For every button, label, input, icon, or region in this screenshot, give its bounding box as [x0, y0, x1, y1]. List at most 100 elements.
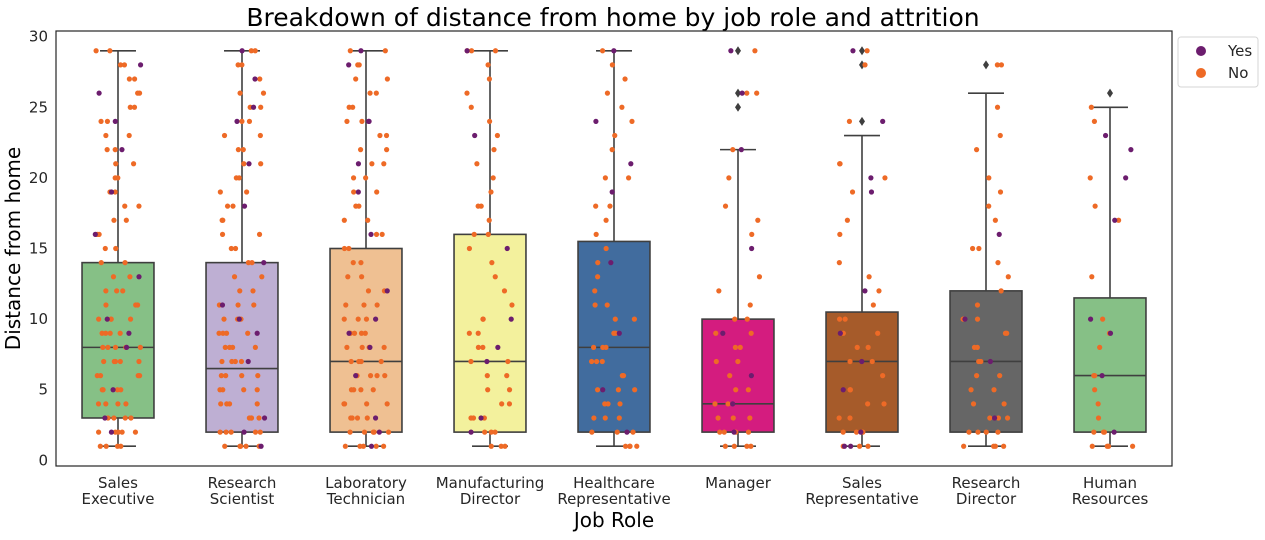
strip-point	[600, 387, 606, 393]
strip-point	[850, 48, 856, 54]
strip-point	[622, 76, 628, 82]
strip-point	[604, 90, 611, 96]
strip-point	[112, 147, 118, 153]
strip-point	[1004, 330, 1010, 336]
strip-point	[1112, 217, 1118, 223]
strip-point	[994, 104, 1001, 110]
strip-point	[615, 387, 622, 393]
strip-point	[358, 48, 364, 54]
strip-point	[844, 217, 850, 223]
strip-point	[361, 429, 368, 435]
strip-point	[595, 260, 601, 266]
strip-point	[359, 118, 365, 124]
outlier-point	[735, 102, 741, 112]
strip-point	[232, 358, 238, 365]
strip-point	[846, 118, 853, 124]
strip-point	[237, 288, 243, 294]
strip-point	[996, 231, 1002, 237]
strip-point	[235, 302, 241, 308]
strip-point	[257, 429, 263, 435]
strip-point	[617, 401, 623, 407]
outlier-point	[859, 116, 865, 126]
strip-point	[107, 330, 113, 336]
strip-point	[365, 217, 371, 223]
strip-point	[373, 231, 380, 237]
legend-label: Yes	[1227, 42, 1252, 60]
outlier-point	[1107, 88, 1113, 98]
strip-point	[619, 104, 625, 110]
strip-point	[593, 118, 599, 124]
strip-point	[859, 358, 865, 365]
strip-point	[351, 330, 358, 336]
strip-point	[471, 231, 477, 237]
strip-point	[468, 429, 474, 435]
box-group-9	[1073, 88, 1147, 449]
strip-point	[258, 161, 264, 167]
strip-point	[220, 330, 226, 336]
strip-point	[222, 344, 228, 350]
strip-point	[128, 415, 134, 421]
strip-point	[108, 189, 115, 195]
strip-point	[230, 203, 236, 209]
strip-point	[221, 316, 227, 322]
x-tick-label-line: Representative	[805, 490, 918, 508]
strip-point	[492, 274, 498, 280]
strip-point	[731, 443, 737, 449]
strip-point	[350, 260, 356, 266]
strip-point	[104, 118, 111, 124]
strip-point	[358, 330, 365, 336]
x-tick-label-line: Sales	[98, 474, 138, 492]
strip-point	[853, 429, 860, 435]
y-axis-label: Distance from home	[1, 147, 25, 350]
strip-point	[494, 132, 501, 139]
strip-point	[347, 429, 353, 435]
strip-point	[341, 217, 347, 223]
strip-point	[713, 330, 719, 336]
strip-point	[969, 245, 976, 252]
strip-point	[468, 358, 474, 365]
strip-point	[241, 203, 248, 209]
strip-point	[136, 203, 142, 209]
strip-point	[114, 387, 121, 393]
strip-point	[748, 330, 754, 336]
strip-point	[737, 344, 743, 350]
strip-point	[995, 260, 1001, 266]
strip-point	[235, 62, 241, 68]
strip-point	[223, 429, 229, 435]
strip-point	[1091, 118, 1098, 124]
strip-point	[123, 344, 130, 350]
strip-point	[137, 344, 143, 350]
strip-point	[599, 358, 605, 365]
x-tick-label-line: Human	[1083, 474, 1137, 492]
strip-point	[732, 316, 738, 322]
strip-point	[245, 330, 251, 336]
strip-point	[97, 443, 103, 449]
strip-point	[344, 118, 350, 124]
strip-point	[974, 373, 980, 379]
strip-point	[725, 401, 731, 407]
strip-point	[104, 147, 110, 153]
strip-point	[346, 245, 352, 252]
y-tick-label: 30	[29, 28, 48, 46]
strip-point	[727, 373, 733, 379]
strip-point	[466, 245, 473, 252]
strip-point	[614, 429, 620, 435]
strip-point	[342, 401, 348, 407]
strip-point	[593, 231, 599, 237]
strip-point	[115, 401, 121, 407]
strip-point	[257, 76, 263, 82]
strip-point	[246, 415, 252, 421]
strip-point	[865, 401, 871, 407]
strip-point	[726, 175, 732, 181]
plot-area	[81, 46, 1147, 449]
strip-point	[627, 443, 633, 449]
legend-label: No	[1228, 64, 1248, 82]
strip-point	[113, 245, 119, 252]
strip-point	[733, 387, 739, 393]
strip-point	[973, 147, 980, 153]
strip-point	[754, 90, 760, 96]
strip-point	[234, 118, 240, 124]
strip-point	[379, 231, 385, 237]
strip-point	[625, 175, 632, 181]
strip-point	[346, 62, 352, 68]
